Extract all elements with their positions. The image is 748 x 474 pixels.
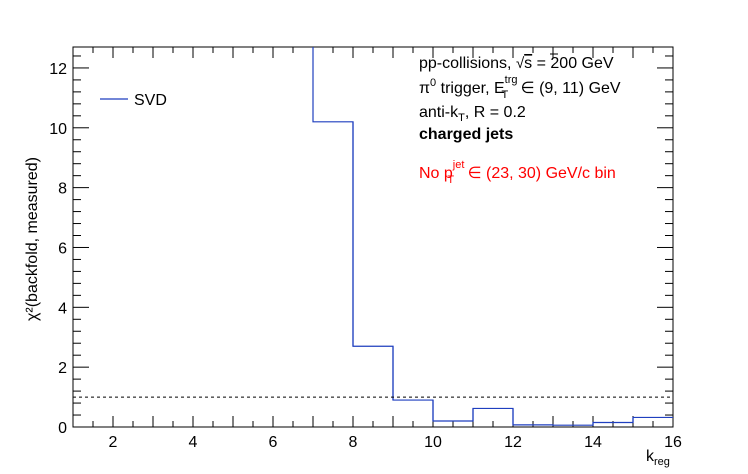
- annotation-collisions: pp-collisions, √s = 200 GeV: [419, 55, 614, 72]
- annotation-block: pp-collisions, √s = 200 GeV π0 trigger, …: [419, 53, 621, 186]
- x-tick-labels: 2 4 6 8 10 12 14 16: [109, 434, 682, 451]
- x-tick-label: 14: [584, 434, 602, 451]
- series-layer: [312, 47, 673, 426]
- x-tick-label: 16: [664, 434, 682, 451]
- y-tick-label: 2: [58, 360, 67, 377]
- axis-ticks: [72, 47, 674, 428]
- annotation-trigger: π0 trigger, Etrg T ∈ (9, 11) GeV: [419, 74, 621, 101]
- x-tick-label: 8: [349, 434, 358, 451]
- x-tick-label: 10: [424, 434, 442, 451]
- y-tick-label: 12: [49, 61, 67, 78]
- annotation-jet-algo: anti-kT, R = 0.2: [419, 104, 526, 124]
- x-tick-label: 4: [189, 434, 198, 451]
- annotation-excluded-bin: No pjet T ∈ (23, 30) GeV/c bin: [419, 159, 616, 186]
- y-tick-label: 8: [58, 181, 67, 198]
- y-tick-label: 0: [58, 420, 67, 437]
- legend: SVD: [100, 92, 167, 109]
- x-tick-label: 12: [504, 434, 522, 451]
- x-tick-label: 2: [109, 434, 118, 451]
- y-tick-labels: 0 2 4 6 8 10 12: [49, 61, 67, 437]
- y-tick-label: 4: [58, 300, 67, 317]
- y-axis-title: χ²(backfold, measured): [24, 157, 41, 321]
- legend-label-svd: SVD: [134, 92, 167, 109]
- annotation-jet-type: charged jets: [419, 126, 513, 143]
- y-tick-label: 6: [58, 240, 67, 257]
- x-tick-label: 6: [269, 434, 278, 451]
- x-axis-title: kreg: [646, 448, 670, 468]
- y-tick-label: 10: [49, 121, 67, 138]
